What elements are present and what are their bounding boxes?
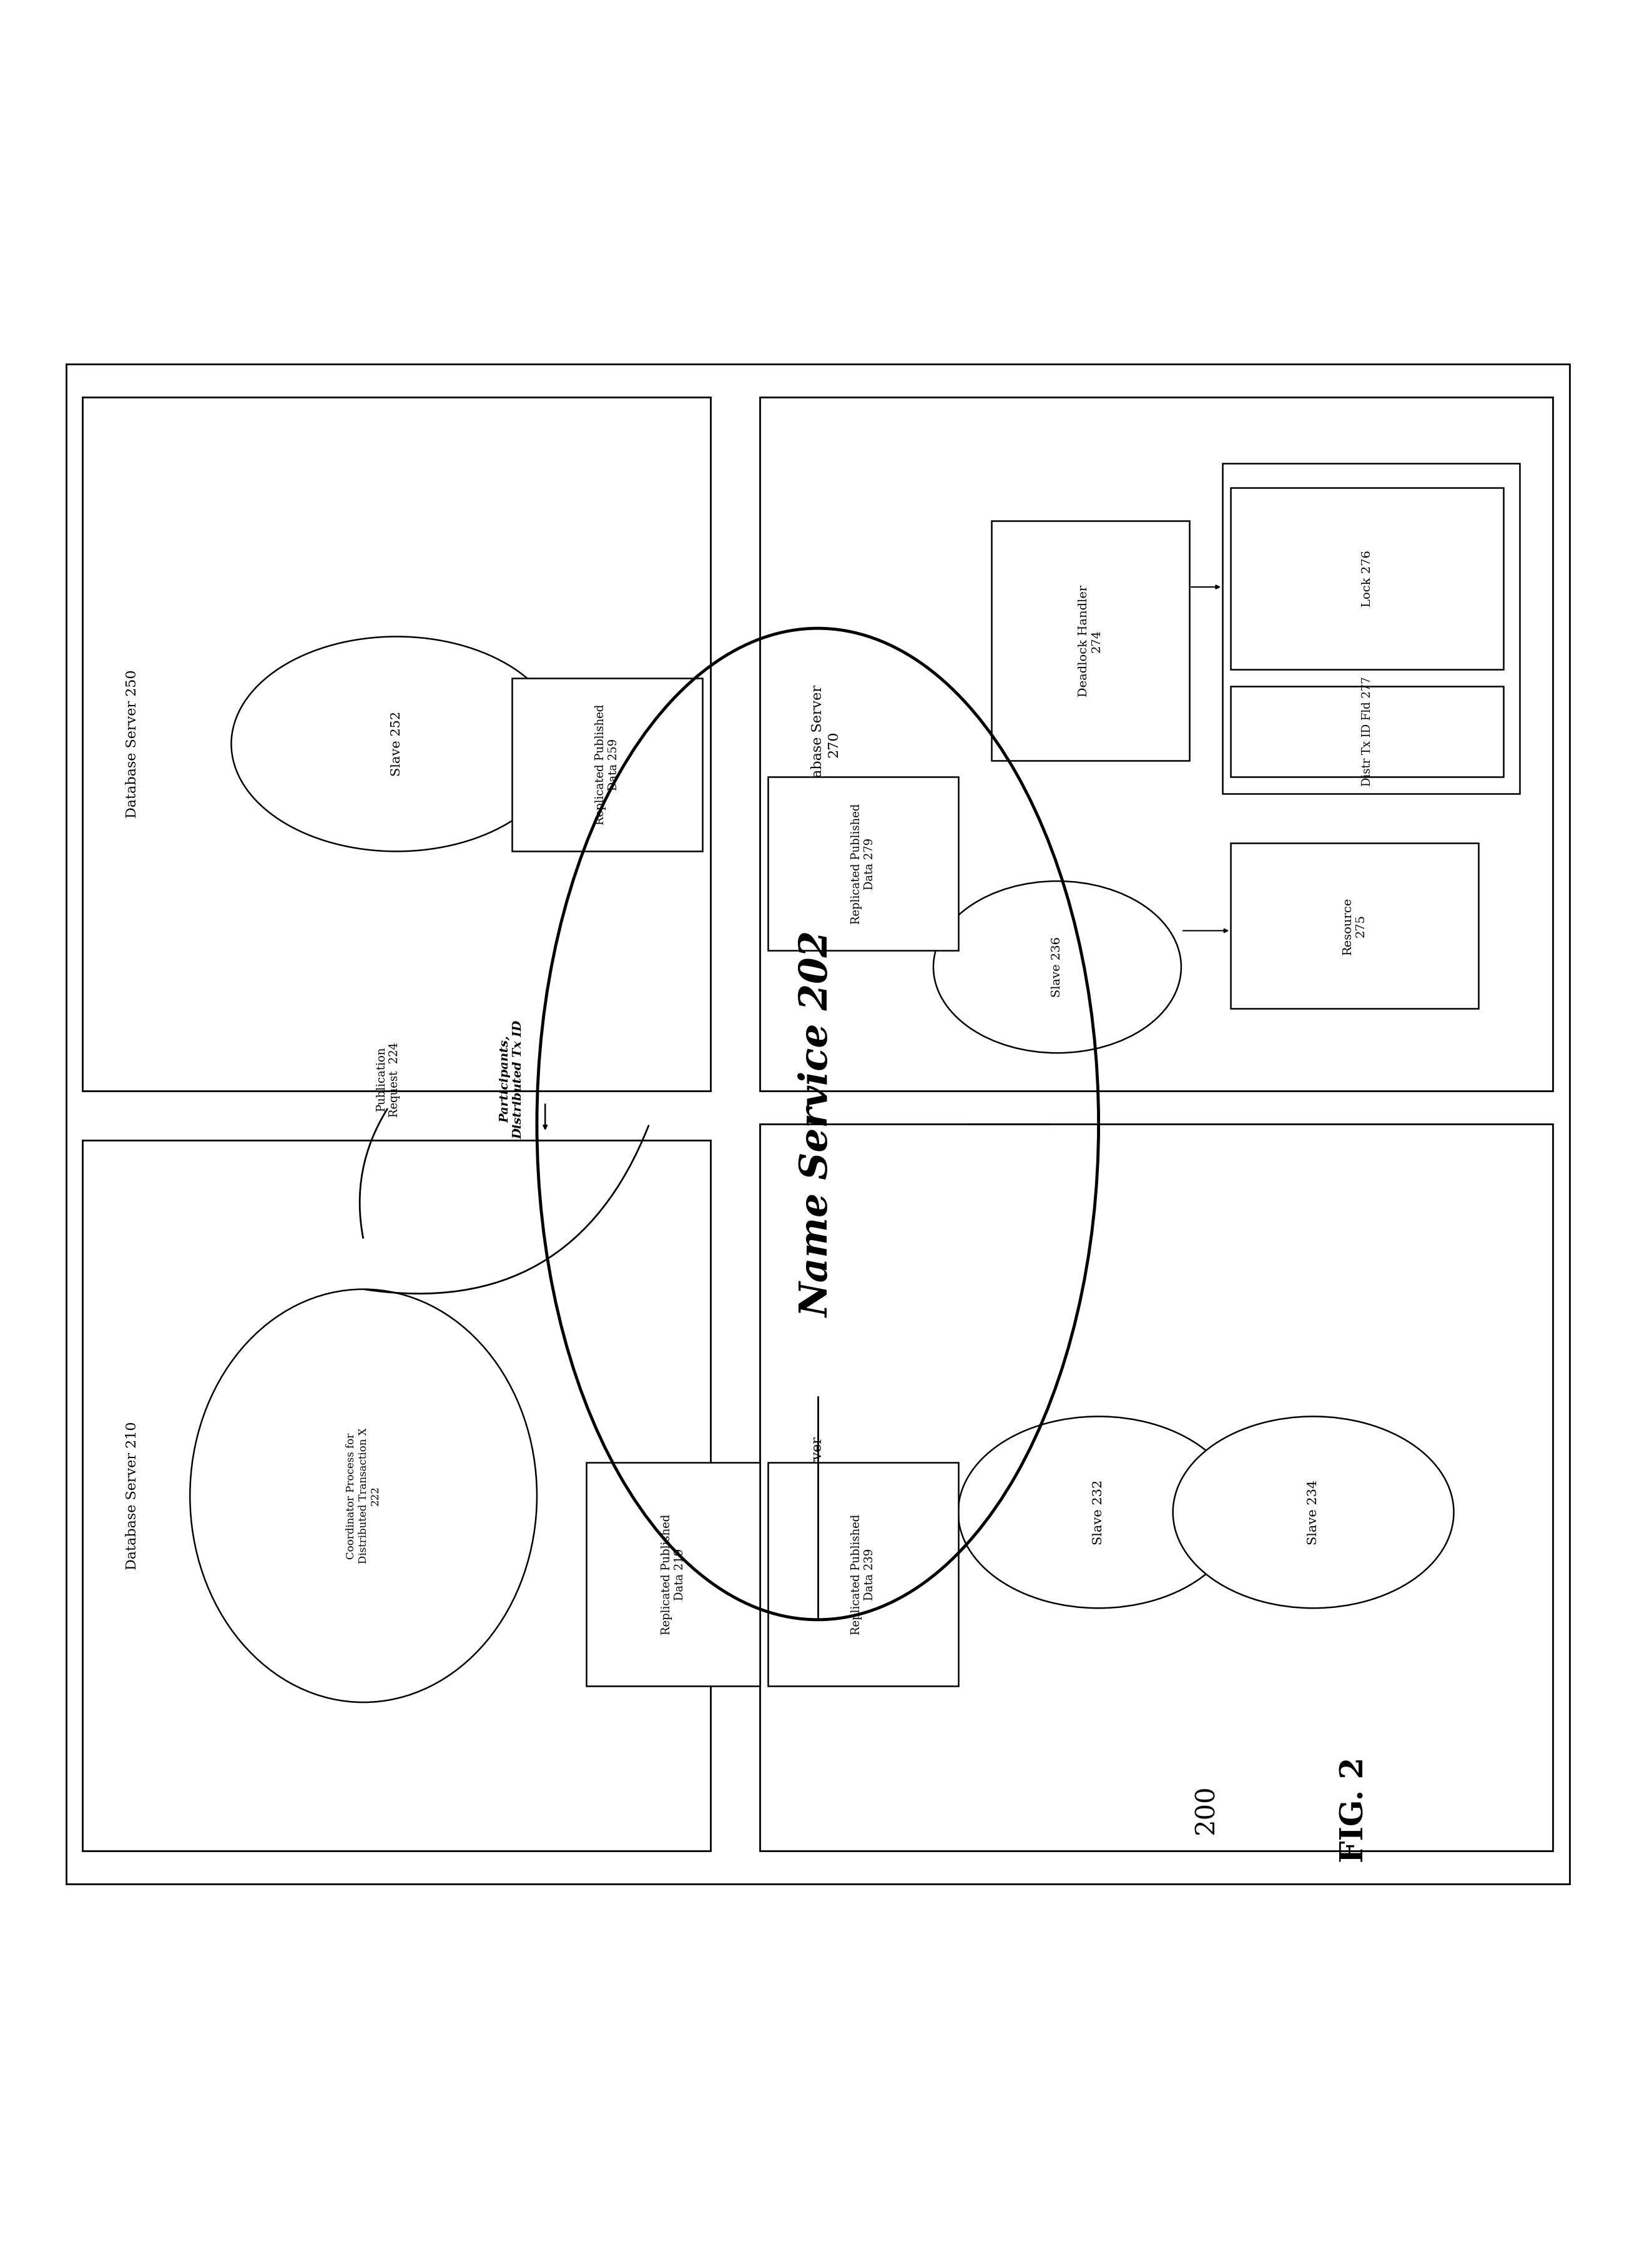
FancyBboxPatch shape [760, 1124, 1553, 1850]
Text: Slave 252: Slave 252 [390, 710, 403, 776]
Text: Participants,
Distributed Tx ID: Participants, Distributed Tx ID [501, 1021, 524, 1140]
FancyBboxPatch shape [768, 1463, 958, 1686]
Text: FIG. 2: FIG. 2 [1340, 1758, 1370, 1864]
Text: Replicated Published
Data 279: Replicated Published Data 279 [851, 803, 876, 924]
FancyBboxPatch shape [83, 1140, 710, 1850]
Text: Publication
Request  224: Publication Request 224 [377, 1041, 400, 1117]
FancyBboxPatch shape [768, 778, 958, 951]
Text: Resource
275: Resource 275 [1343, 897, 1366, 955]
Text: Database Server
230: Database Server 230 [811, 1436, 841, 1553]
FancyBboxPatch shape [1231, 843, 1479, 1009]
Text: Slave 236: Slave 236 [1052, 937, 1062, 998]
Text: Deadlock Handler
274: Deadlock Handler 274 [1079, 584, 1102, 697]
Ellipse shape [933, 881, 1181, 1052]
Text: Name Service 202: Name Service 202 [800, 931, 836, 1317]
Text: Replicated Published
Data 219: Replicated Published Data 219 [661, 1513, 686, 1634]
Text: Slave 234: Slave 234 [1307, 1479, 1320, 1544]
FancyBboxPatch shape [83, 398, 710, 1090]
Text: Distr Tx ID Fld 277: Distr Tx ID Fld 277 [1361, 677, 1373, 787]
Text: Lock 276: Lock 276 [1361, 551, 1373, 607]
Text: Database Server 210: Database Server 210 [126, 1421, 139, 1569]
FancyBboxPatch shape [1231, 488, 1503, 670]
Ellipse shape [958, 1416, 1239, 1607]
FancyBboxPatch shape [1222, 463, 1520, 794]
FancyBboxPatch shape [66, 364, 1569, 1884]
Text: Database Server 250: Database Server 250 [126, 670, 139, 818]
FancyBboxPatch shape [760, 398, 1553, 1090]
Text: Replicated Published
Data 259: Replicated Published Data 259 [595, 704, 620, 825]
Text: Replicated Published
Data 239: Replicated Published Data 239 [851, 1513, 876, 1634]
FancyBboxPatch shape [512, 679, 702, 852]
FancyBboxPatch shape [1231, 686, 1503, 778]
Ellipse shape [231, 636, 562, 852]
Ellipse shape [1173, 1416, 1454, 1607]
FancyBboxPatch shape [586, 1463, 760, 1686]
Text: 200: 200 [1193, 1785, 1219, 1834]
Text: Database Server
270: Database Server 270 [811, 686, 841, 803]
FancyBboxPatch shape [991, 522, 1189, 760]
Text: Slave 232: Slave 232 [1092, 1479, 1105, 1544]
Ellipse shape [190, 1288, 537, 1702]
Text: Coordinator Process for
Distributed Transaction X
222: Coordinator Process for Distributed Tran… [345, 1427, 382, 1565]
